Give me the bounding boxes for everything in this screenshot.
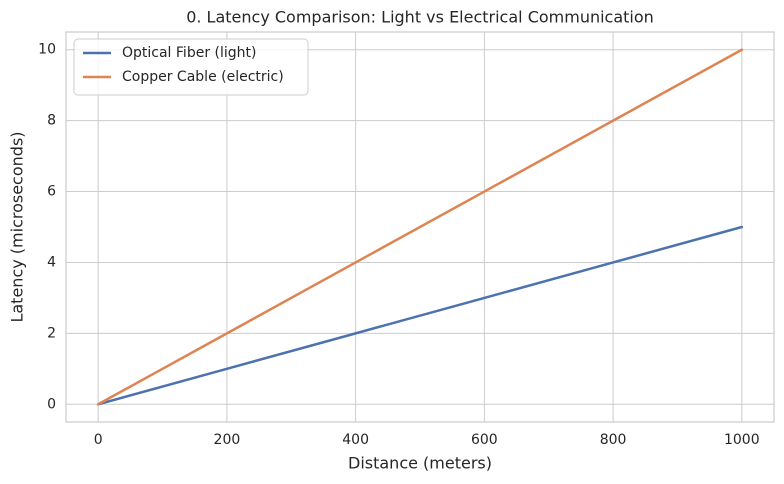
series-line bbox=[96, 48, 744, 406]
x-tick-label: 600 bbox=[471, 432, 498, 448]
x-tick-label: 1000 bbox=[724, 432, 760, 448]
series-line bbox=[96, 225, 744, 406]
legend-box bbox=[73, 38, 309, 96]
x-tick-label: 800 bbox=[600, 432, 627, 448]
x-axis-label: Distance (meters) bbox=[348, 454, 492, 473]
x-tick-label: 200 bbox=[214, 432, 241, 448]
x-tick-label: 0 bbox=[94, 432, 103, 448]
y-tick-label: 8 bbox=[47, 113, 56, 129]
y-axis-label: Latency (microseconds) bbox=[8, 131, 27, 322]
x-tick-label: 400 bbox=[342, 432, 369, 448]
y-tick-label: 0 bbox=[47, 396, 56, 412]
legend-label: Optical Fiber (light) bbox=[122, 45, 256, 61]
y-tick-label: 4 bbox=[47, 254, 56, 270]
y-tick-label: 2 bbox=[47, 325, 56, 341]
y-tick-label: 10 bbox=[38, 42, 56, 58]
plot-frame bbox=[65, 31, 775, 423]
legend-label: Copper Cable (electric) bbox=[122, 69, 284, 85]
chart-title: 0. Latency Comparison: Light vs Electric… bbox=[186, 8, 654, 27]
y-tick-label: 6 bbox=[47, 184, 56, 200]
